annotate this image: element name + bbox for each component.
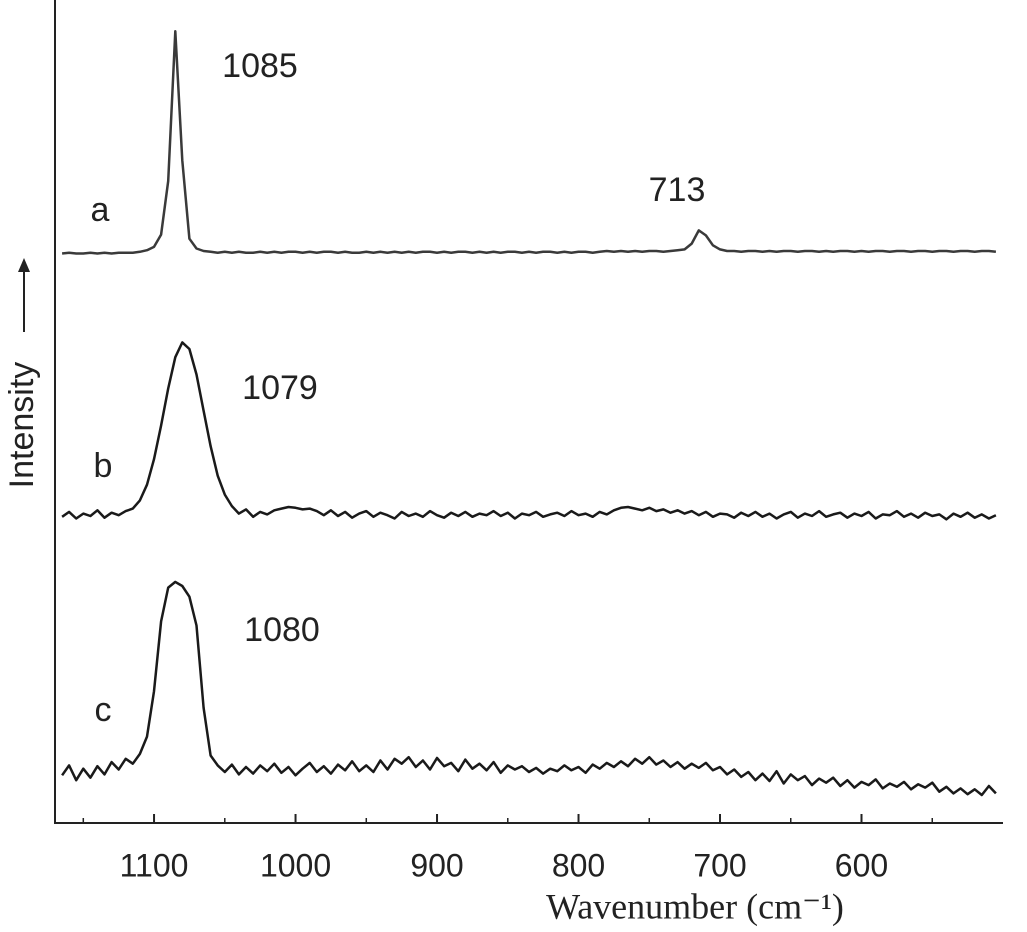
series-label: c <box>95 691 112 729</box>
annotation: 713 <box>649 171 706 209</box>
x-tick-label: 1000 <box>260 847 331 883</box>
series-line <box>61 341 997 521</box>
y-axis-label: Intensity <box>3 362 41 489</box>
x-tick-label: 600 <box>835 847 888 883</box>
series-label: b <box>94 447 113 485</box>
x-tick-label: 1100 <box>120 847 189 883</box>
x-tick-label: 900 <box>410 847 463 883</box>
series-line <box>61 580 997 797</box>
series-label: a <box>91 191 110 229</box>
annotation: 1079 <box>242 369 318 407</box>
y-axis-arrow <box>18 258 30 332</box>
x-axis-label: Wavenumber (cm⁻¹) <box>546 886 844 926</box>
x-tick-label: 700 <box>693 847 746 883</box>
x-tick-label: 800 <box>552 847 605 883</box>
annotation: 1085 <box>222 47 298 85</box>
series-line <box>61 30 997 255</box>
annotation: 1080 <box>244 611 320 649</box>
